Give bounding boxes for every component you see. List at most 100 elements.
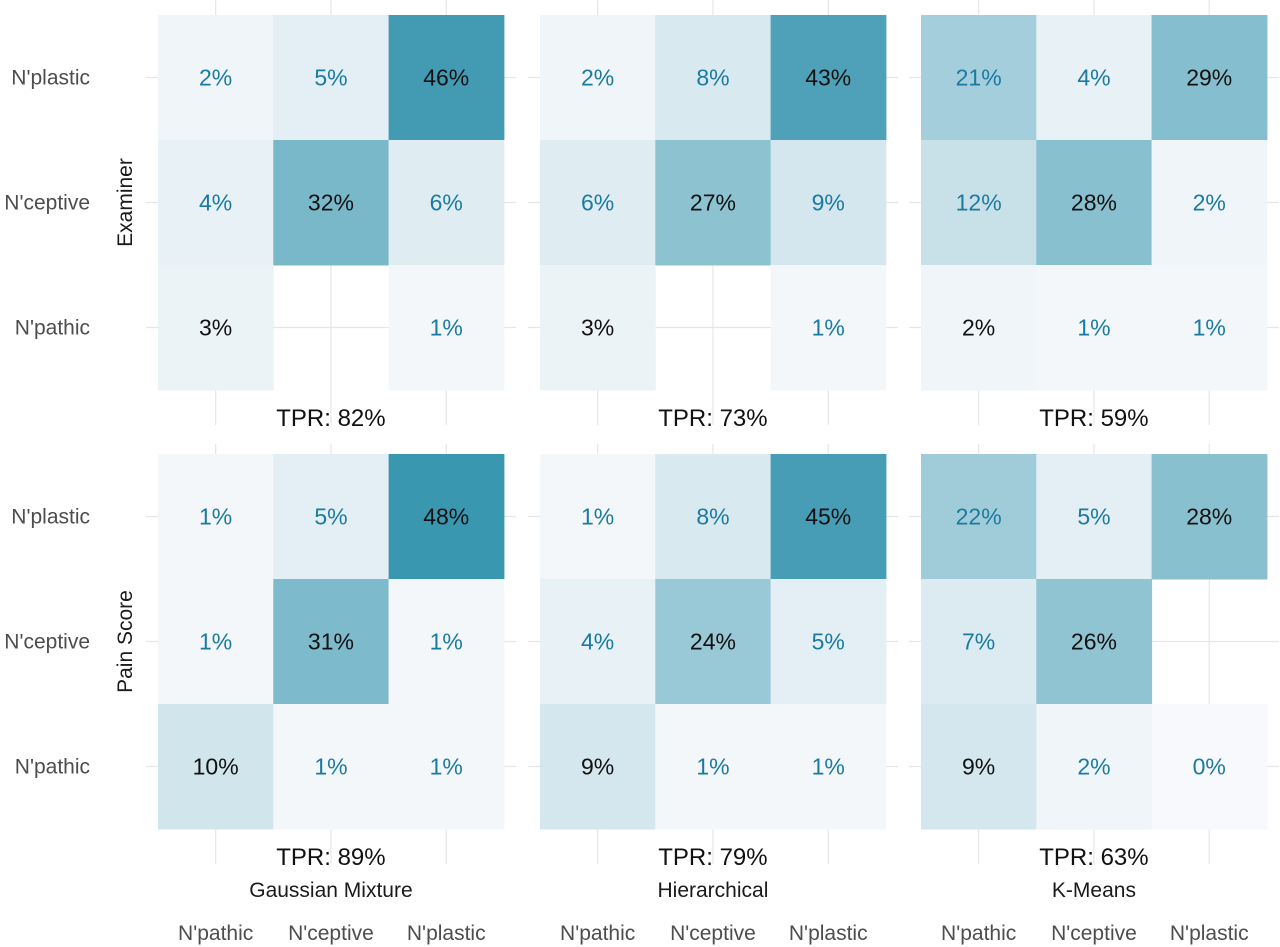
cell-value-label: 2% — [1193, 190, 1226, 216]
row-facet-label: Pain Score — [114, 590, 137, 693]
heatmap-cell — [388, 454, 505, 580]
heatmap-cell — [770, 140, 887, 266]
cell-value-label: 8% — [696, 65, 729, 91]
cell-value-label: 1% — [581, 504, 614, 530]
heatmap-cell — [388, 579, 505, 705]
cell-value-label: 4% — [581, 629, 614, 655]
cell-value-label: 2% — [581, 65, 614, 91]
cell-value-label: 1% — [430, 754, 463, 780]
cell-value-label: 26% — [1071, 629, 1117, 655]
x-tick-label: N'plastic — [789, 922, 868, 945]
cell-value-label: 48% — [423, 504, 469, 530]
cell-value-label: 8% — [696, 504, 729, 530]
heatmap-cell — [158, 454, 274, 580]
x-tick-label: N'pathic — [560, 922, 635, 945]
y-tick-label: N'ceptive — [4, 192, 90, 215]
heatmap-cell — [921, 579, 1037, 705]
heatmap-cell — [921, 140, 1037, 266]
cell-value-label: 46% — [423, 65, 469, 91]
heatmap-cell — [770, 704, 887, 830]
cell-value-label: 3% — [581, 315, 614, 341]
cell-value-label: 2% — [962, 315, 995, 341]
cell-value-label: 1% — [812, 315, 845, 341]
heatmap-cell — [273, 704, 390, 830]
heatmap-cell — [770, 454, 887, 580]
cell-value-label: 24% — [690, 629, 736, 655]
heatmap-cell — [540, 454, 656, 580]
heatmap-cell — [1036, 704, 1153, 830]
cell-value-label: 1% — [1193, 315, 1226, 341]
cell-value-label: 28% — [1186, 504, 1232, 530]
heatmap-cell — [273, 579, 390, 705]
heatmap-cell — [655, 454, 772, 580]
cell-value-label: 29% — [1186, 65, 1232, 91]
tpr-label: TPR: 82% — [276, 405, 385, 432]
cell-value-label: 3% — [199, 315, 232, 341]
cell-value-label: 9% — [962, 754, 995, 780]
heatmap-cell — [1151, 454, 1268, 580]
cell-value-label: 43% — [805, 65, 851, 91]
heatmap-cell — [1036, 579, 1153, 705]
tpr-label: TPR: 63% — [1039, 844, 1148, 871]
heatmap-cell — [540, 704, 656, 830]
heatmap-cell — [1036, 265, 1153, 391]
cell-value-label: 1% — [812, 754, 845, 780]
heatmap-cell — [1151, 265, 1268, 391]
heatmap-cell — [1151, 15, 1268, 141]
x-tick-label: N'ceptive — [670, 922, 756, 945]
heatmap-tiles — [158, 15, 1268, 830]
column-facet-label: Gaussian Mixture — [249, 879, 412, 902]
y-tick-label: N'ceptive — [4, 631, 90, 654]
heatmap-cell — [388, 704, 505, 830]
heatmap-cell — [655, 15, 772, 141]
cell-value-label: 1% — [199, 504, 232, 530]
cell-value-label: 32% — [308, 190, 354, 216]
y-tick-label: N'pathic — [15, 317, 90, 340]
cell-value-label: 6% — [430, 190, 463, 216]
heatmap-cell — [1151, 140, 1268, 266]
heatmap-cell — [273, 454, 390, 580]
heatmap-cell — [770, 265, 887, 391]
cell-value-label: 4% — [199, 190, 232, 216]
heatmap-cell — [1036, 140, 1153, 266]
heatmap-cell — [388, 140, 505, 266]
heatmap-cell — [770, 579, 887, 705]
x-tick-label: N'pathic — [178, 922, 253, 945]
cell-value-label: 28% — [1071, 190, 1117, 216]
cell-value-label: 1% — [314, 754, 347, 780]
y-tick-label: N'pathic — [15, 756, 90, 779]
cell-value-label: 9% — [812, 190, 845, 216]
x-tick-label: N'plastic — [407, 922, 486, 945]
cell-value-label: 45% — [805, 504, 851, 530]
x-tick-label: N'ceptive — [288, 922, 374, 945]
cell-value-label: 5% — [314, 65, 347, 91]
cell-value-label: 27% — [690, 190, 736, 216]
column-facet-label: Hierarchical — [658, 879, 769, 902]
heatmap-cell — [158, 579, 274, 705]
cell-value-label: 5% — [314, 504, 347, 530]
heatmap-cell — [655, 704, 772, 830]
heatmap-cell — [540, 265, 656, 391]
cell-value-label: 4% — [1077, 65, 1110, 91]
heatmap-cell — [921, 704, 1037, 830]
tpr-label: TPR: 73% — [658, 405, 767, 432]
x-tick-label: N'plastic — [1170, 922, 1249, 945]
cell-value-label: 2% — [1077, 754, 1110, 780]
tpr-label: TPR: 59% — [1039, 405, 1148, 432]
cell-value-label: 1% — [430, 315, 463, 341]
cell-value-label: 1% — [199, 629, 232, 655]
heatmap-cell — [158, 15, 274, 141]
heatmap-cell — [1036, 454, 1153, 580]
heatmap-cell — [388, 15, 505, 141]
cell-value-label: 2% — [199, 65, 232, 91]
heatmap-cell — [273, 15, 390, 141]
cell-labels: 2% 5% 46% 4% 32% 6% 3% 1% TPR: 82% 2% 8% 43% 6% 27% 9%… — [193, 65, 1233, 872]
heatmap-cell — [921, 265, 1037, 391]
x-tick-label: N'ceptive — [1051, 922, 1137, 945]
heatmap-cell — [1036, 15, 1153, 141]
cell-value-label: 6% — [581, 190, 614, 216]
cell-value-label: 22% — [956, 504, 1002, 530]
heatmap-cell — [770, 15, 887, 141]
cell-value-label: 1% — [1077, 315, 1110, 341]
cell-value-label: 1% — [696, 754, 729, 780]
